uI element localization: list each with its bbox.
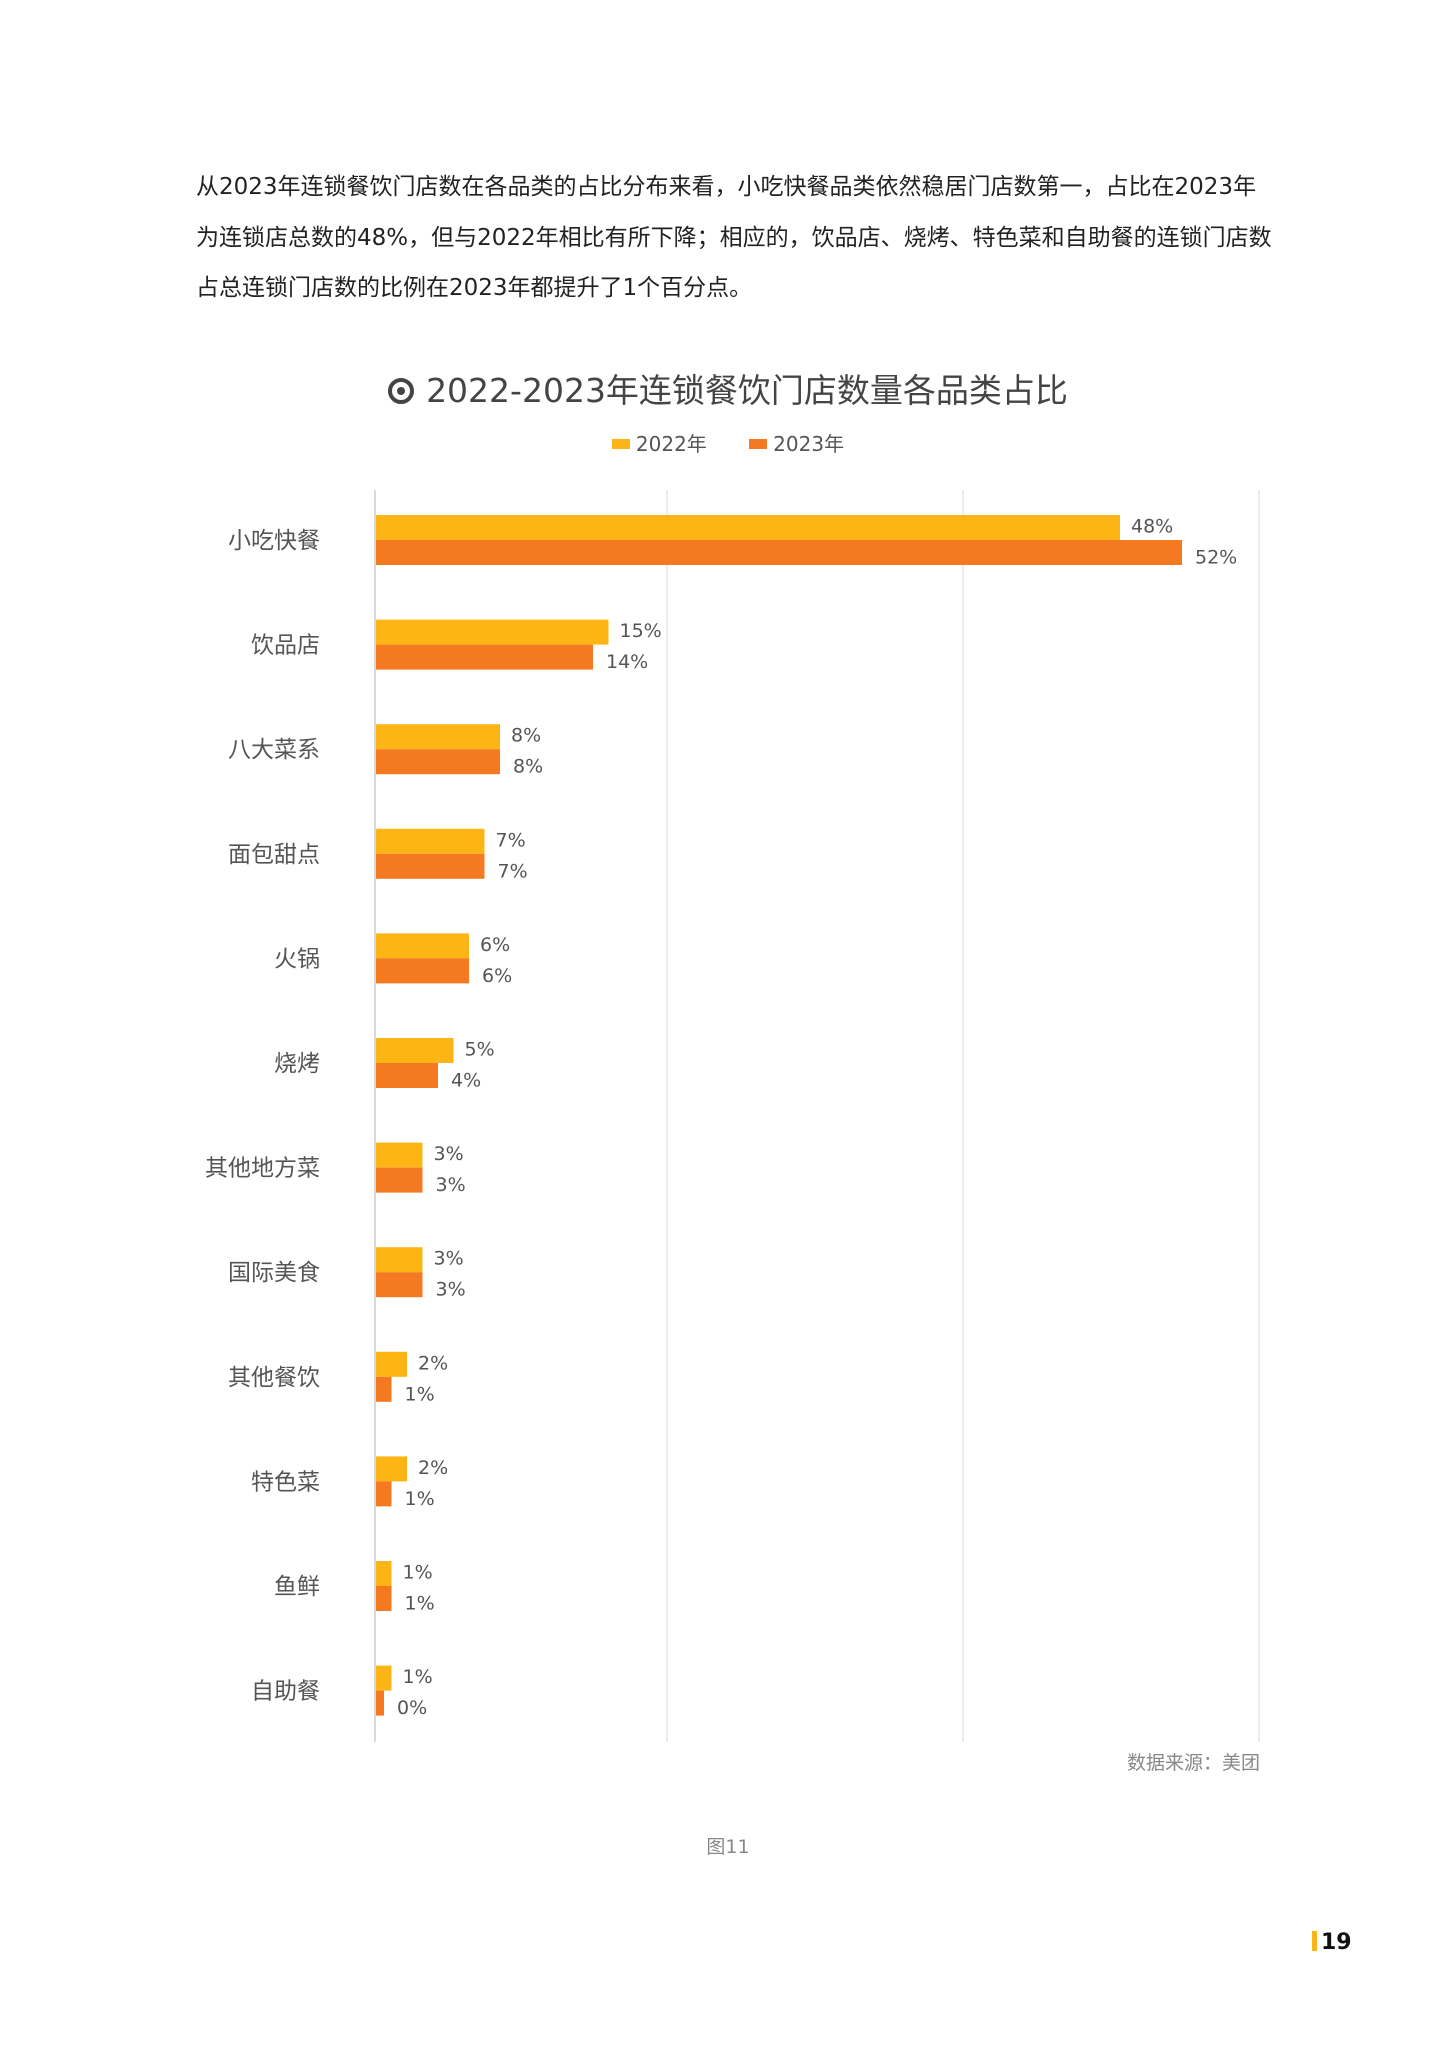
legend-swatch-2023 bbox=[749, 439, 768, 449]
data-label: 2% bbox=[418, 1352, 448, 1374]
bar-2023 bbox=[376, 540, 1182, 565]
legend-item-2022: 2022年 bbox=[611, 432, 707, 456]
bar-2022 bbox=[376, 724, 500, 750]
data-label: 6% bbox=[480, 934, 510, 956]
data-label: 14% bbox=[606, 651, 648, 673]
category-label: 其他地方菜 bbox=[205, 1156, 320, 1182]
bar-2022 bbox=[376, 515, 1120, 540]
bar-2022 bbox=[376, 1142, 423, 1168]
bar-2022 bbox=[376, 1351, 407, 1377]
data-label: 3% bbox=[434, 1143, 464, 1165]
bar-2022 bbox=[376, 828, 485, 854]
data-label: 2% bbox=[418, 1457, 448, 1479]
legend-label-2023: 2023年 bbox=[773, 432, 845, 456]
category-label: 自助餐 bbox=[251, 1679, 320, 1705]
data-label: 7% bbox=[498, 860, 528, 882]
target-bullet-icon bbox=[388, 378, 415, 404]
data-label: 1% bbox=[403, 1666, 433, 1688]
bar-2023 bbox=[376, 1481, 392, 1507]
category-label: 鱼鲜 bbox=[274, 1574, 320, 1600]
intro-paragraph: 从2023年连锁餐饮门店数在各品类的占比分布来看，小吃快餐品类依然稳居门店数第一… bbox=[196, 174, 1272, 301]
bar-2022 bbox=[376, 933, 469, 959]
category-label: 面包甜点 bbox=[228, 842, 320, 868]
chart-title-row: 2022-2023年连锁餐饮门店数量各品类占比 bbox=[0, 364, 1456, 412]
category-label: 国际美食 bbox=[228, 1260, 320, 1286]
page-marker bbox=[1312, 1931, 1317, 1951]
category-label: 特色菜 bbox=[251, 1469, 320, 1495]
bar-2023 bbox=[376, 1690, 384, 1716]
bar-2022 bbox=[376, 1561, 392, 1586]
category-label: 烧烤 bbox=[274, 1051, 320, 1077]
page-number-text: 19 bbox=[1321, 1930, 1352, 1955]
data-label: 8% bbox=[511, 725, 541, 747]
data-label: 5% bbox=[465, 1039, 495, 1061]
data-label: 1% bbox=[405, 1593, 435, 1615]
data-label: 3% bbox=[434, 1248, 464, 1270]
data-label: 15% bbox=[620, 620, 662, 642]
data-label: 0% bbox=[397, 1697, 427, 1719]
bar-2022 bbox=[376, 1038, 454, 1063]
data-source: 数据来源：美团 bbox=[1126, 1752, 1260, 1774]
data-label: 6% bbox=[482, 965, 512, 987]
bar-2022 bbox=[376, 619, 609, 645]
category-label: 其他餐饮 bbox=[228, 1365, 320, 1391]
figure-caption: 图11 bbox=[706, 1836, 750, 1858]
bar-2023 bbox=[376, 1063, 438, 1088]
page-number: 19 bbox=[1312, 1930, 1352, 1955]
data-label: 8% bbox=[513, 756, 543, 778]
category-label: 火锅 bbox=[274, 946, 320, 972]
bar-2023 bbox=[376, 1586, 392, 1611]
category-label: 饮品店 bbox=[251, 633, 320, 659]
chart-title: 2022-2023年连锁餐饮门店数量各品类占比 bbox=[426, 371, 1068, 410]
bar-2022 bbox=[376, 1665, 392, 1691]
category-label: 八大菜系 bbox=[228, 737, 320, 763]
data-label: 52% bbox=[1195, 547, 1237, 569]
bar-2022 bbox=[376, 1247, 423, 1273]
bar-2023 bbox=[376, 853, 485, 879]
data-label: 4% bbox=[451, 1070, 481, 1092]
legend-item-2023: 2023年 bbox=[749, 432, 844, 456]
data-label: 1% bbox=[405, 1383, 435, 1405]
legend-swatch-2022 bbox=[611, 439, 630, 449]
bar-2023 bbox=[376, 749, 500, 775]
data-label: 3% bbox=[436, 1279, 466, 1301]
bar-2023 bbox=[376, 1376, 392, 1402]
bar-2022 bbox=[376, 1456, 407, 1482]
data-label: 1% bbox=[405, 1488, 435, 1510]
data-label: 1% bbox=[403, 1562, 433, 1584]
data-label: 48% bbox=[1131, 516, 1173, 538]
data-label: 3% bbox=[436, 1174, 466, 1196]
legend-label-2022: 2022年 bbox=[635, 432, 707, 456]
bar-2023 bbox=[376, 958, 469, 984]
bar-2023 bbox=[376, 644, 593, 670]
chart-legend: 2022年 2023年 bbox=[0, 428, 1456, 457]
category-label: 小吃快餐 bbox=[228, 528, 320, 554]
bar-2023 bbox=[376, 1167, 423, 1193]
bar-2023 bbox=[376, 1272, 423, 1298]
data-label: 7% bbox=[496, 829, 526, 851]
